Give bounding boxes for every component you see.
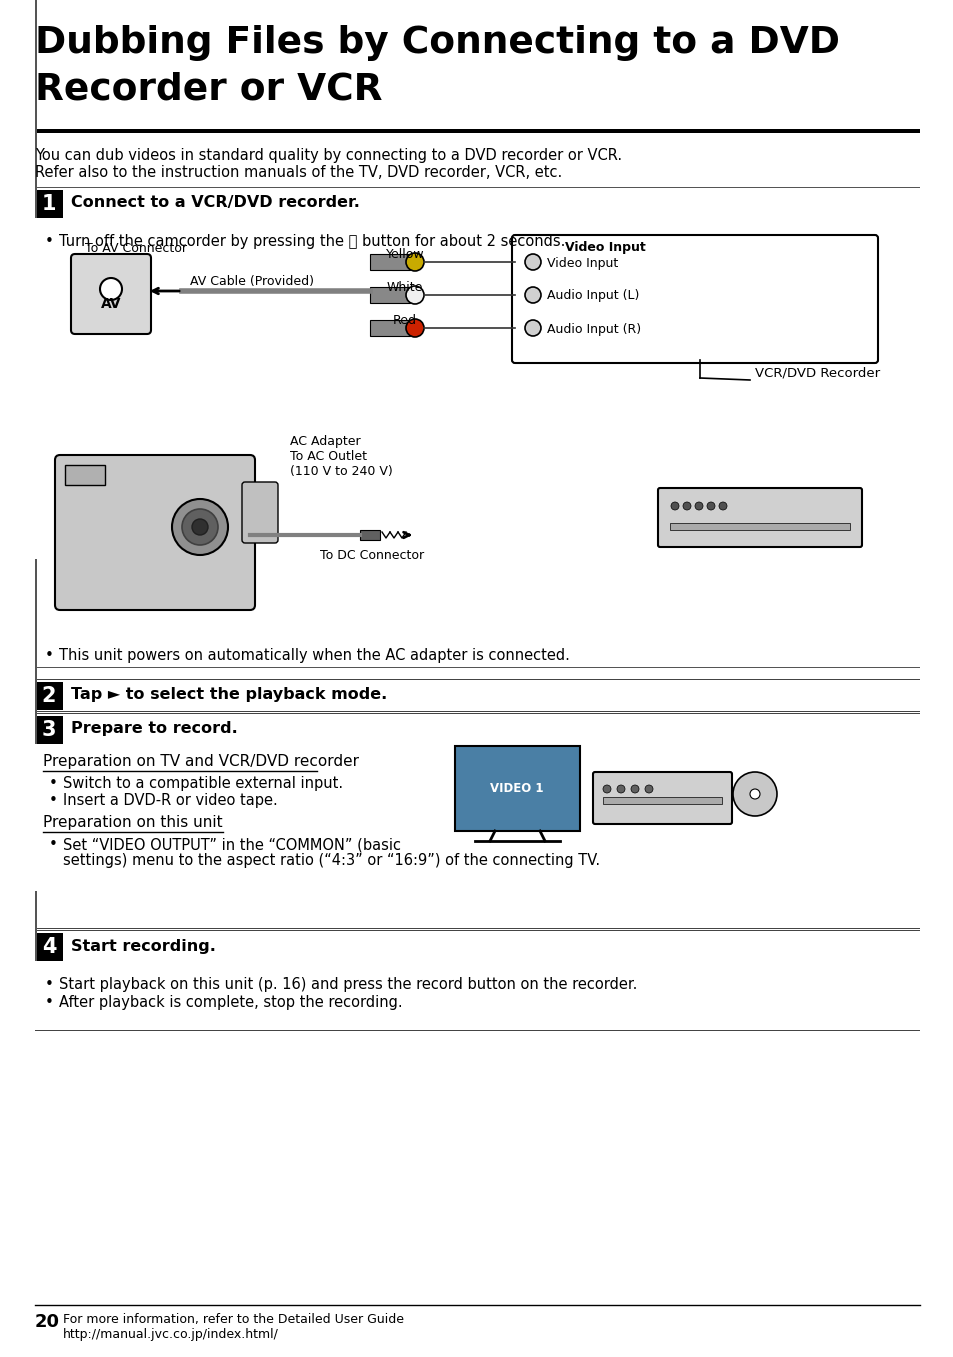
Bar bbox=[359, 531, 379, 540]
Text: •: • bbox=[49, 776, 57, 791]
Text: AV Cable (Provided): AV Cable (Provided) bbox=[190, 275, 314, 288]
Text: Audio Input (R): Audio Input (R) bbox=[546, 323, 640, 335]
Bar bbox=[370, 286, 410, 303]
Text: VIDEO 1: VIDEO 1 bbox=[490, 782, 543, 794]
FancyBboxPatch shape bbox=[593, 772, 731, 824]
Text: 1: 1 bbox=[42, 194, 56, 214]
Text: Set “VIDEO OUTPUT” in the “COMMON” (basic: Set “VIDEO OUTPUT” in the “COMMON” (basi… bbox=[63, 837, 400, 852]
Bar bbox=[35, 716, 63, 744]
Text: Preparation on this unit: Preparation on this unit bbox=[43, 816, 222, 830]
Text: Start playback on this unit (p. 16) and press the record button on the recorder.: Start playback on this unit (p. 16) and … bbox=[59, 977, 637, 992]
Bar bbox=[370, 320, 410, 337]
Circle shape bbox=[706, 502, 714, 510]
Bar bbox=[35, 683, 63, 710]
Text: AV: AV bbox=[101, 297, 121, 311]
Bar bbox=[35, 927, 919, 930]
Text: (110 V to 240 V): (110 V to 240 V) bbox=[290, 465, 393, 478]
Text: •: • bbox=[45, 649, 53, 664]
FancyBboxPatch shape bbox=[242, 482, 277, 543]
Circle shape bbox=[406, 286, 423, 304]
Circle shape bbox=[524, 254, 540, 270]
Circle shape bbox=[524, 286, 540, 303]
Text: Video Input: Video Input bbox=[564, 242, 645, 254]
Circle shape bbox=[630, 784, 639, 792]
FancyBboxPatch shape bbox=[71, 254, 151, 334]
Text: •: • bbox=[49, 792, 57, 807]
Circle shape bbox=[749, 788, 760, 799]
Text: Red: Red bbox=[393, 313, 416, 327]
Text: Connect to a VCR/DVD recorder.: Connect to a VCR/DVD recorder. bbox=[71, 195, 359, 210]
Text: 2: 2 bbox=[42, 687, 56, 706]
Bar bbox=[35, 559, 37, 744]
Circle shape bbox=[182, 509, 218, 546]
Text: 4: 4 bbox=[42, 936, 56, 957]
Text: http://manual.jvc.co.jp/index.html/: http://manual.jvc.co.jp/index.html/ bbox=[63, 1329, 278, 1341]
Bar bbox=[35, 678, 919, 680]
Text: Insert a DVD-R or video tape.: Insert a DVD-R or video tape. bbox=[63, 792, 277, 807]
Bar bbox=[35, 934, 63, 961]
Circle shape bbox=[682, 502, 690, 510]
Circle shape bbox=[719, 502, 726, 510]
Text: Start recording.: Start recording. bbox=[71, 939, 215, 954]
Bar bbox=[35, 129, 919, 133]
Text: To AV Connector: To AV Connector bbox=[85, 242, 187, 255]
Text: White: White bbox=[386, 281, 423, 294]
Bar bbox=[370, 254, 410, 270]
Bar bbox=[35, 892, 37, 961]
Circle shape bbox=[732, 772, 776, 816]
Text: Dubbing Files by Connecting to a DVD: Dubbing Files by Connecting to a DVD bbox=[35, 24, 840, 61]
Circle shape bbox=[617, 784, 624, 792]
Circle shape bbox=[602, 784, 610, 792]
Text: Tap ► to select the playback mode.: Tap ► to select the playback mode. bbox=[71, 688, 387, 703]
Text: •: • bbox=[45, 233, 53, 248]
Text: Turn off the camcorder by pressing the ⏻ button for about 2 seconds.: Turn off the camcorder by pressing the ⏻… bbox=[59, 233, 565, 248]
FancyBboxPatch shape bbox=[512, 235, 877, 364]
Text: Audio Input (L): Audio Input (L) bbox=[546, 289, 639, 303]
Text: You can dub videos in standard quality by connecting to a DVD recorder or VCR.: You can dub videos in standard quality b… bbox=[35, 148, 621, 163]
Circle shape bbox=[406, 252, 423, 271]
Text: Prepare to record.: Prepare to record. bbox=[71, 722, 237, 737]
FancyBboxPatch shape bbox=[55, 455, 254, 611]
Text: •: • bbox=[49, 837, 57, 852]
Text: •: • bbox=[45, 977, 53, 992]
Circle shape bbox=[695, 502, 702, 510]
Text: AC Adapter: AC Adapter bbox=[290, 436, 360, 448]
Circle shape bbox=[192, 518, 208, 535]
Text: 20: 20 bbox=[35, 1314, 60, 1331]
Bar bbox=[35, 712, 919, 714]
Circle shape bbox=[406, 319, 423, 337]
Circle shape bbox=[644, 784, 652, 792]
Text: Yellow: Yellow bbox=[385, 248, 424, 261]
Circle shape bbox=[524, 320, 540, 337]
Bar bbox=[35, 0, 37, 218]
Text: VCR/DVD Recorder: VCR/DVD Recorder bbox=[754, 366, 880, 380]
Bar bbox=[35, 711, 919, 712]
Text: 3: 3 bbox=[42, 721, 56, 740]
Bar bbox=[35, 930, 919, 931]
Bar bbox=[669, 522, 849, 531]
Text: Video Input: Video Input bbox=[546, 256, 618, 270]
Text: Recorder or VCR: Recorder or VCR bbox=[35, 72, 382, 109]
Text: For more information, refer to the Detailed User Guide: For more information, refer to the Detai… bbox=[63, 1314, 403, 1326]
Circle shape bbox=[100, 278, 122, 300]
Bar bbox=[35, 1030, 919, 1031]
Bar bbox=[35, 190, 63, 218]
Circle shape bbox=[172, 499, 228, 555]
Text: After playback is complete, stop the recording.: After playback is complete, stop the rec… bbox=[59, 995, 402, 1010]
Text: Preparation on TV and VCR/DVD recorder: Preparation on TV and VCR/DVD recorder bbox=[43, 754, 358, 769]
FancyBboxPatch shape bbox=[658, 489, 862, 547]
Text: Refer also to the instruction manuals of the TV, DVD recorder, VCR, etc.: Refer also to the instruction manuals of… bbox=[35, 166, 561, 180]
Text: This unit powers on automatically when the AC adapter is connected.: This unit powers on automatically when t… bbox=[59, 649, 569, 664]
Bar bbox=[602, 797, 721, 803]
Text: Switch to a compatible external input.: Switch to a compatible external input. bbox=[63, 776, 343, 791]
Text: To DC Connector: To DC Connector bbox=[319, 550, 424, 562]
Circle shape bbox=[670, 502, 679, 510]
Text: settings) menu to the aspect ratio (“4:3” or “16:9”) of the connecting TV.: settings) menu to the aspect ratio (“4:3… bbox=[63, 854, 599, 868]
Text: •: • bbox=[45, 995, 53, 1010]
Bar bbox=[65, 465, 105, 484]
Bar bbox=[455, 746, 579, 830]
Text: To AC Outlet: To AC Outlet bbox=[290, 451, 367, 463]
